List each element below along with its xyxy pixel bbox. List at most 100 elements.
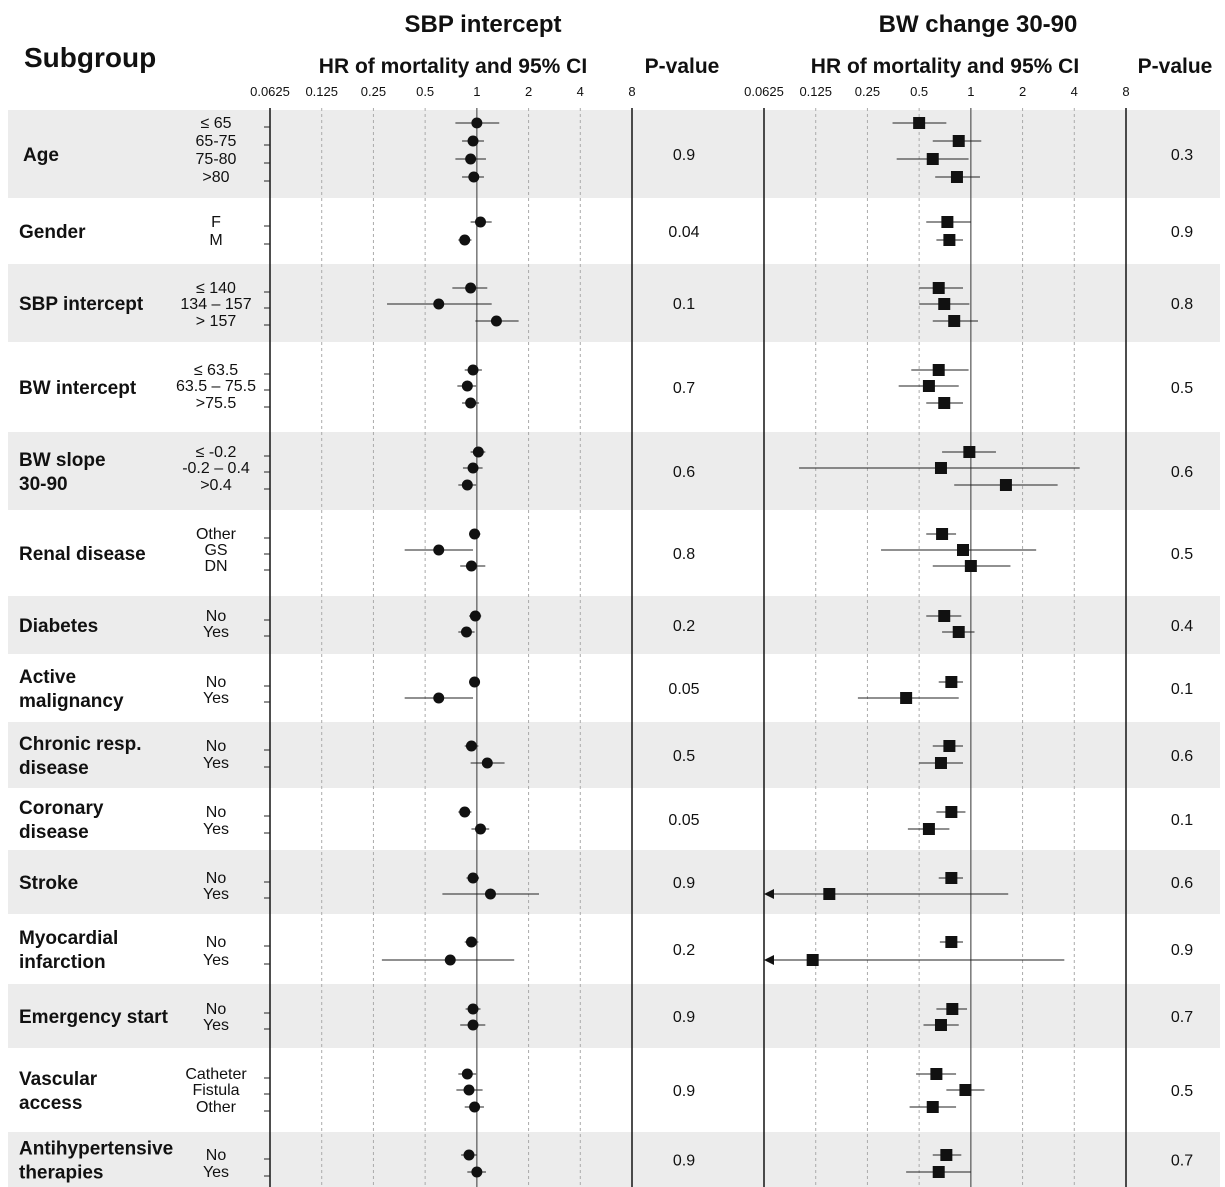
p-value: 0.04 [668,224,699,241]
x-tick-label: 4 [577,84,584,99]
point-estimate-circle [467,462,479,474]
group-name: disease [19,822,89,843]
level-label: >80 [202,169,229,186]
p-value: 0.9 [673,147,695,164]
point-estimate-circle [463,1149,475,1161]
point-estimate-square [964,560,977,572]
p-value: 0.6 [1171,875,1193,892]
point-estimate-square [945,872,958,884]
point-estimate-circle [469,610,481,622]
x-tick-label: 1 [967,84,974,99]
point-estimate-square [932,1166,945,1178]
left-p-header: P-value [645,55,720,78]
group-name: Myocardial [19,928,118,949]
point-estimate-circle [463,1084,475,1096]
point-estimate-square [945,676,958,688]
group-band [8,1132,1220,1187]
level-label: -0.2 – 0.4 [182,460,250,477]
group-name: disease [19,758,89,779]
group-name: access [19,1093,82,1114]
level-label: 134 – 157 [180,296,251,313]
level-label: ≤ 63.5 [194,362,238,379]
p-value: 0.9 [673,1153,695,1170]
point-estimate-square [952,135,965,147]
level-label: Yes [203,690,229,707]
point-estimate-circle [474,823,486,835]
point-estimate-circle [490,315,502,327]
level-label: Yes [203,624,229,641]
point-estimate-square [952,626,965,638]
group-band [8,984,1220,1048]
group-band [8,850,1220,914]
p-value: 0.7 [1171,1009,1193,1026]
level-label: 63.5 – 75.5 [176,378,256,395]
level-label: Fistula [192,1082,239,1099]
p-value: 0.5 [1171,1083,1193,1100]
x-tick-label: 0.0625 [744,84,784,99]
p-value: 0.8 [673,546,695,563]
point-estimate-square [941,216,954,228]
point-estimate-circle [459,234,471,246]
point-estimate-circle [433,298,445,310]
level-label: No [206,804,227,821]
group-name: Diabetes [19,616,98,637]
point-estimate-square [930,1068,943,1080]
p-value: 0.7 [673,380,695,397]
point-estimate-square [926,153,939,165]
group-name: Stroke [19,873,78,894]
level-label: No [206,608,227,625]
p-value: 0.9 [673,1009,695,1026]
level-label: No [206,738,227,755]
p-value: 0.4 [1171,618,1193,635]
point-estimate-circle [467,1019,479,1031]
x-tick-label: 8 [628,84,635,99]
x-tick-label: 0.5 [910,84,928,99]
ci-arrow-left [764,955,774,965]
level-label: ≤ -0.2 [196,444,237,461]
point-estimate-circle [465,397,477,409]
point-estimate-square [926,1101,939,1113]
x-tick-label: 0.125 [305,84,338,99]
point-estimate-square [956,544,969,556]
point-estimate-square [943,234,956,246]
point-estimate-square [922,380,935,392]
point-estimate-circle [461,380,473,392]
point-estimate-circle [465,740,477,752]
p-value: 0.7 [1171,1153,1193,1170]
group-name: BW intercept [19,378,137,399]
level-label: M [209,232,222,249]
point-estimate-square [938,610,951,622]
point-estimate-square [823,888,836,900]
point-estimate-square [940,1149,953,1161]
p-value: 0.5 [1171,546,1193,563]
point-estimate-square [959,1084,972,1096]
point-estimate-circle [444,954,456,966]
point-estimate-circle [474,216,486,228]
x-tick-label: 0.25 [361,84,386,99]
group-band [8,722,1220,788]
level-label: Other [196,1099,237,1116]
p-value: 0.9 [673,875,695,892]
point-estimate-square [963,446,976,458]
level-label: Yes [203,755,229,772]
p-value: 0.2 [673,618,695,635]
point-estimate-square [806,954,819,966]
point-estimate-circle [472,446,484,458]
right-hr-label: HR of mortality and 95% CI [811,55,1079,78]
point-estimate-square [932,364,945,376]
level-label: DN [204,558,227,575]
point-estimate-square [913,117,926,129]
x-tick-label: 4 [1071,84,1078,99]
point-estimate-circle [484,888,496,900]
level-label: No [206,1001,227,1018]
point-estimate-circle [468,171,480,183]
ci-arrow-left [764,889,774,899]
p-value: 0.05 [668,812,699,829]
point-estimate-circle [461,479,473,491]
point-estimate-circle [469,676,481,688]
group-name: Emergency start [19,1007,169,1028]
x-tick-label: 2 [525,84,532,99]
point-estimate-circle [469,528,481,540]
level-label: Yes [203,821,229,838]
